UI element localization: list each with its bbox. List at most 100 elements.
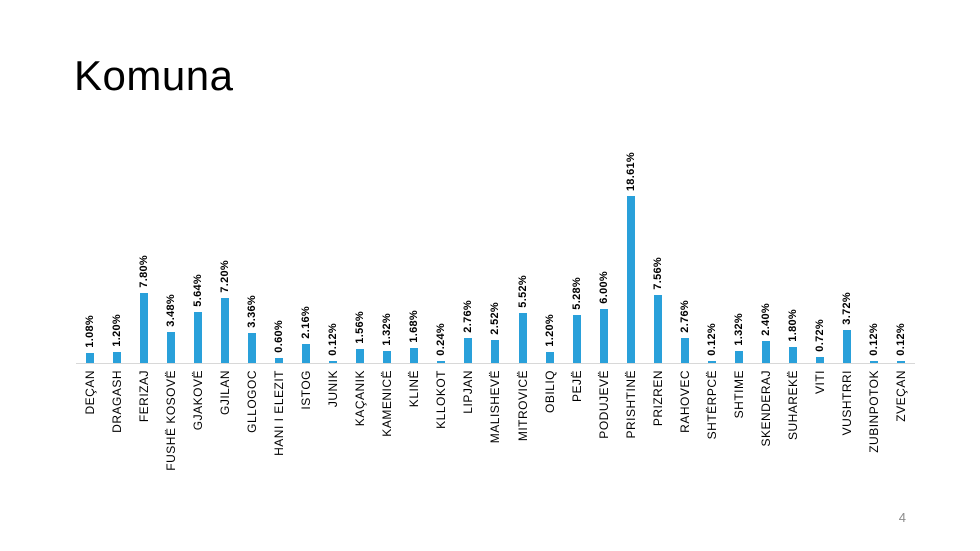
category-slot: JUNIK — [320, 364, 347, 524]
bar-slot: 1.68% — [401, 135, 428, 363]
category-slot: KAÇANIK — [347, 364, 374, 524]
category-slot: VUSHTRRI — [834, 364, 861, 524]
bar — [518, 313, 527, 363]
category-label: PRISHTINË — [623, 370, 638, 439]
bar-value-label: 2.76% — [462, 300, 475, 333]
category-label: FUSHË KOSOVË — [163, 370, 178, 471]
bar — [491, 340, 500, 363]
category-label: DRAGASH — [109, 370, 124, 433]
bar-slot: 0.12% — [698, 135, 725, 363]
bar — [572, 315, 581, 363]
category-label: SUHAREKË — [786, 370, 801, 441]
bar-slot: 0.12% — [888, 135, 915, 363]
bar-value-label: 2.40% — [760, 303, 773, 336]
bar-value-label: 5.28% — [570, 277, 583, 310]
bar — [166, 332, 175, 363]
bar-value-label: 1.08% — [83, 315, 96, 348]
category-label: FERIZAJ — [136, 370, 151, 423]
bar-slot: 1.32% — [726, 135, 753, 363]
bar-slot: 1.56% — [347, 135, 374, 363]
category-slot: SHTIME — [726, 364, 753, 524]
bar-slot: 3.72% — [834, 135, 861, 363]
bar-value-label: 3.48% — [164, 294, 177, 327]
category-label: PODUJEVË — [596, 370, 611, 439]
category-slot: KAMENICË — [374, 364, 401, 524]
bar — [274, 358, 283, 363]
category-axis: DEÇAN DRAGASH FERIZAJ FUSHË KOSOVË GJAKOVË GJ… — [76, 364, 915, 524]
bar-slot: 1.20% — [103, 135, 130, 363]
bar-slot: 3.48% — [157, 135, 184, 363]
category-slot: ZUBINPOTOK — [861, 364, 888, 524]
bar-value-label: 3.72% — [841, 292, 854, 325]
bar-slot: 1.80% — [780, 135, 807, 363]
bar-value-label: 0.72% — [814, 319, 827, 352]
bar — [247, 333, 256, 363]
category-label: VUSHTRRI — [840, 370, 855, 436]
category-label: RAHOVEC — [677, 370, 692, 433]
category-label: PEJË — [569, 370, 584, 403]
bar-slot: 0.72% — [807, 135, 834, 363]
bar — [762, 341, 771, 363]
category-slot: SKENDERAJ — [753, 364, 780, 524]
category-label: SHTËRPCË — [704, 370, 719, 440]
bar — [789, 347, 798, 363]
bar — [85, 353, 94, 363]
category-slot: ZVEÇAN — [888, 364, 915, 524]
bar-value-label: 7.56% — [651, 257, 664, 290]
bar-slot: 2.16% — [293, 135, 320, 363]
bar — [653, 295, 662, 363]
bar-slot: 1.20% — [536, 135, 563, 363]
category-label: KLLOKOT — [434, 370, 449, 429]
category-label: PRIZREN — [650, 370, 665, 427]
category-slot: DRAGASH — [103, 364, 130, 524]
category-label: HANI I ELEZIT — [271, 370, 286, 456]
bar-slot: 3.36% — [238, 135, 265, 363]
category-slot: FUSHË KOSOVË — [157, 364, 184, 524]
bar-slot: 0.12% — [320, 135, 347, 363]
bar-slot: 18.61% — [617, 135, 644, 363]
bar-value-label: 1.68% — [408, 310, 421, 343]
bar-slot: 2.40% — [753, 135, 780, 363]
bar-value-label: 0.24% — [435, 323, 448, 356]
category-slot: OBILIQ — [536, 364, 563, 524]
bar-value-label: 1.20% — [110, 314, 123, 347]
category-label: LIPJAN — [461, 370, 476, 414]
bar — [843, 330, 852, 363]
category-label: KAMENICË — [380, 370, 395, 437]
bar — [545, 352, 554, 363]
bar-slot: 5.52% — [509, 135, 536, 363]
category-label: OBILIQ — [542, 370, 557, 414]
category-slot: KLLOKOT — [428, 364, 455, 524]
bar-slot: 7.20% — [211, 135, 238, 363]
category-slot: RAHOVEC — [671, 364, 698, 524]
category-label: ZUBINPOTOK — [867, 370, 882, 453]
category-slot: GJAKOVË — [184, 364, 211, 524]
bar — [437, 361, 446, 363]
bar-slot: 1.32% — [374, 135, 401, 363]
bar — [410, 348, 419, 363]
bar — [112, 352, 121, 363]
bar — [356, 349, 365, 363]
bar — [626, 196, 635, 363]
category-label: SHTIME — [732, 370, 747, 419]
bar — [302, 344, 311, 363]
bar-slot: 0.60% — [265, 135, 292, 363]
category-slot: VITI — [807, 364, 834, 524]
category-label: KAÇANIK — [353, 370, 368, 427]
category-slot: ISTOG — [293, 364, 320, 524]
bar-slot: 0.24% — [428, 135, 455, 363]
category-slot: SUHAREKË — [780, 364, 807, 524]
bar-value-label: 2.52% — [489, 302, 502, 335]
bar-value-label: 5.52% — [516, 275, 529, 308]
bar — [193, 312, 202, 363]
bar-slot: 5.28% — [563, 135, 590, 363]
bar-value-label: 1.56% — [354, 311, 367, 344]
bar — [220, 298, 229, 363]
bar-value-label: 6.00% — [597, 271, 610, 304]
category-label: DEÇAN — [82, 370, 97, 415]
bar-value-label: 0.60% — [272, 320, 285, 353]
category-label: ZVEÇAN — [894, 370, 909, 422]
bar-chart: 1.08% 1.20% 7.80% 3.48% 5.64% 7.20% 3.36% 0.60%… — [76, 135, 915, 524]
category-slot: MITROVICË — [509, 364, 536, 524]
